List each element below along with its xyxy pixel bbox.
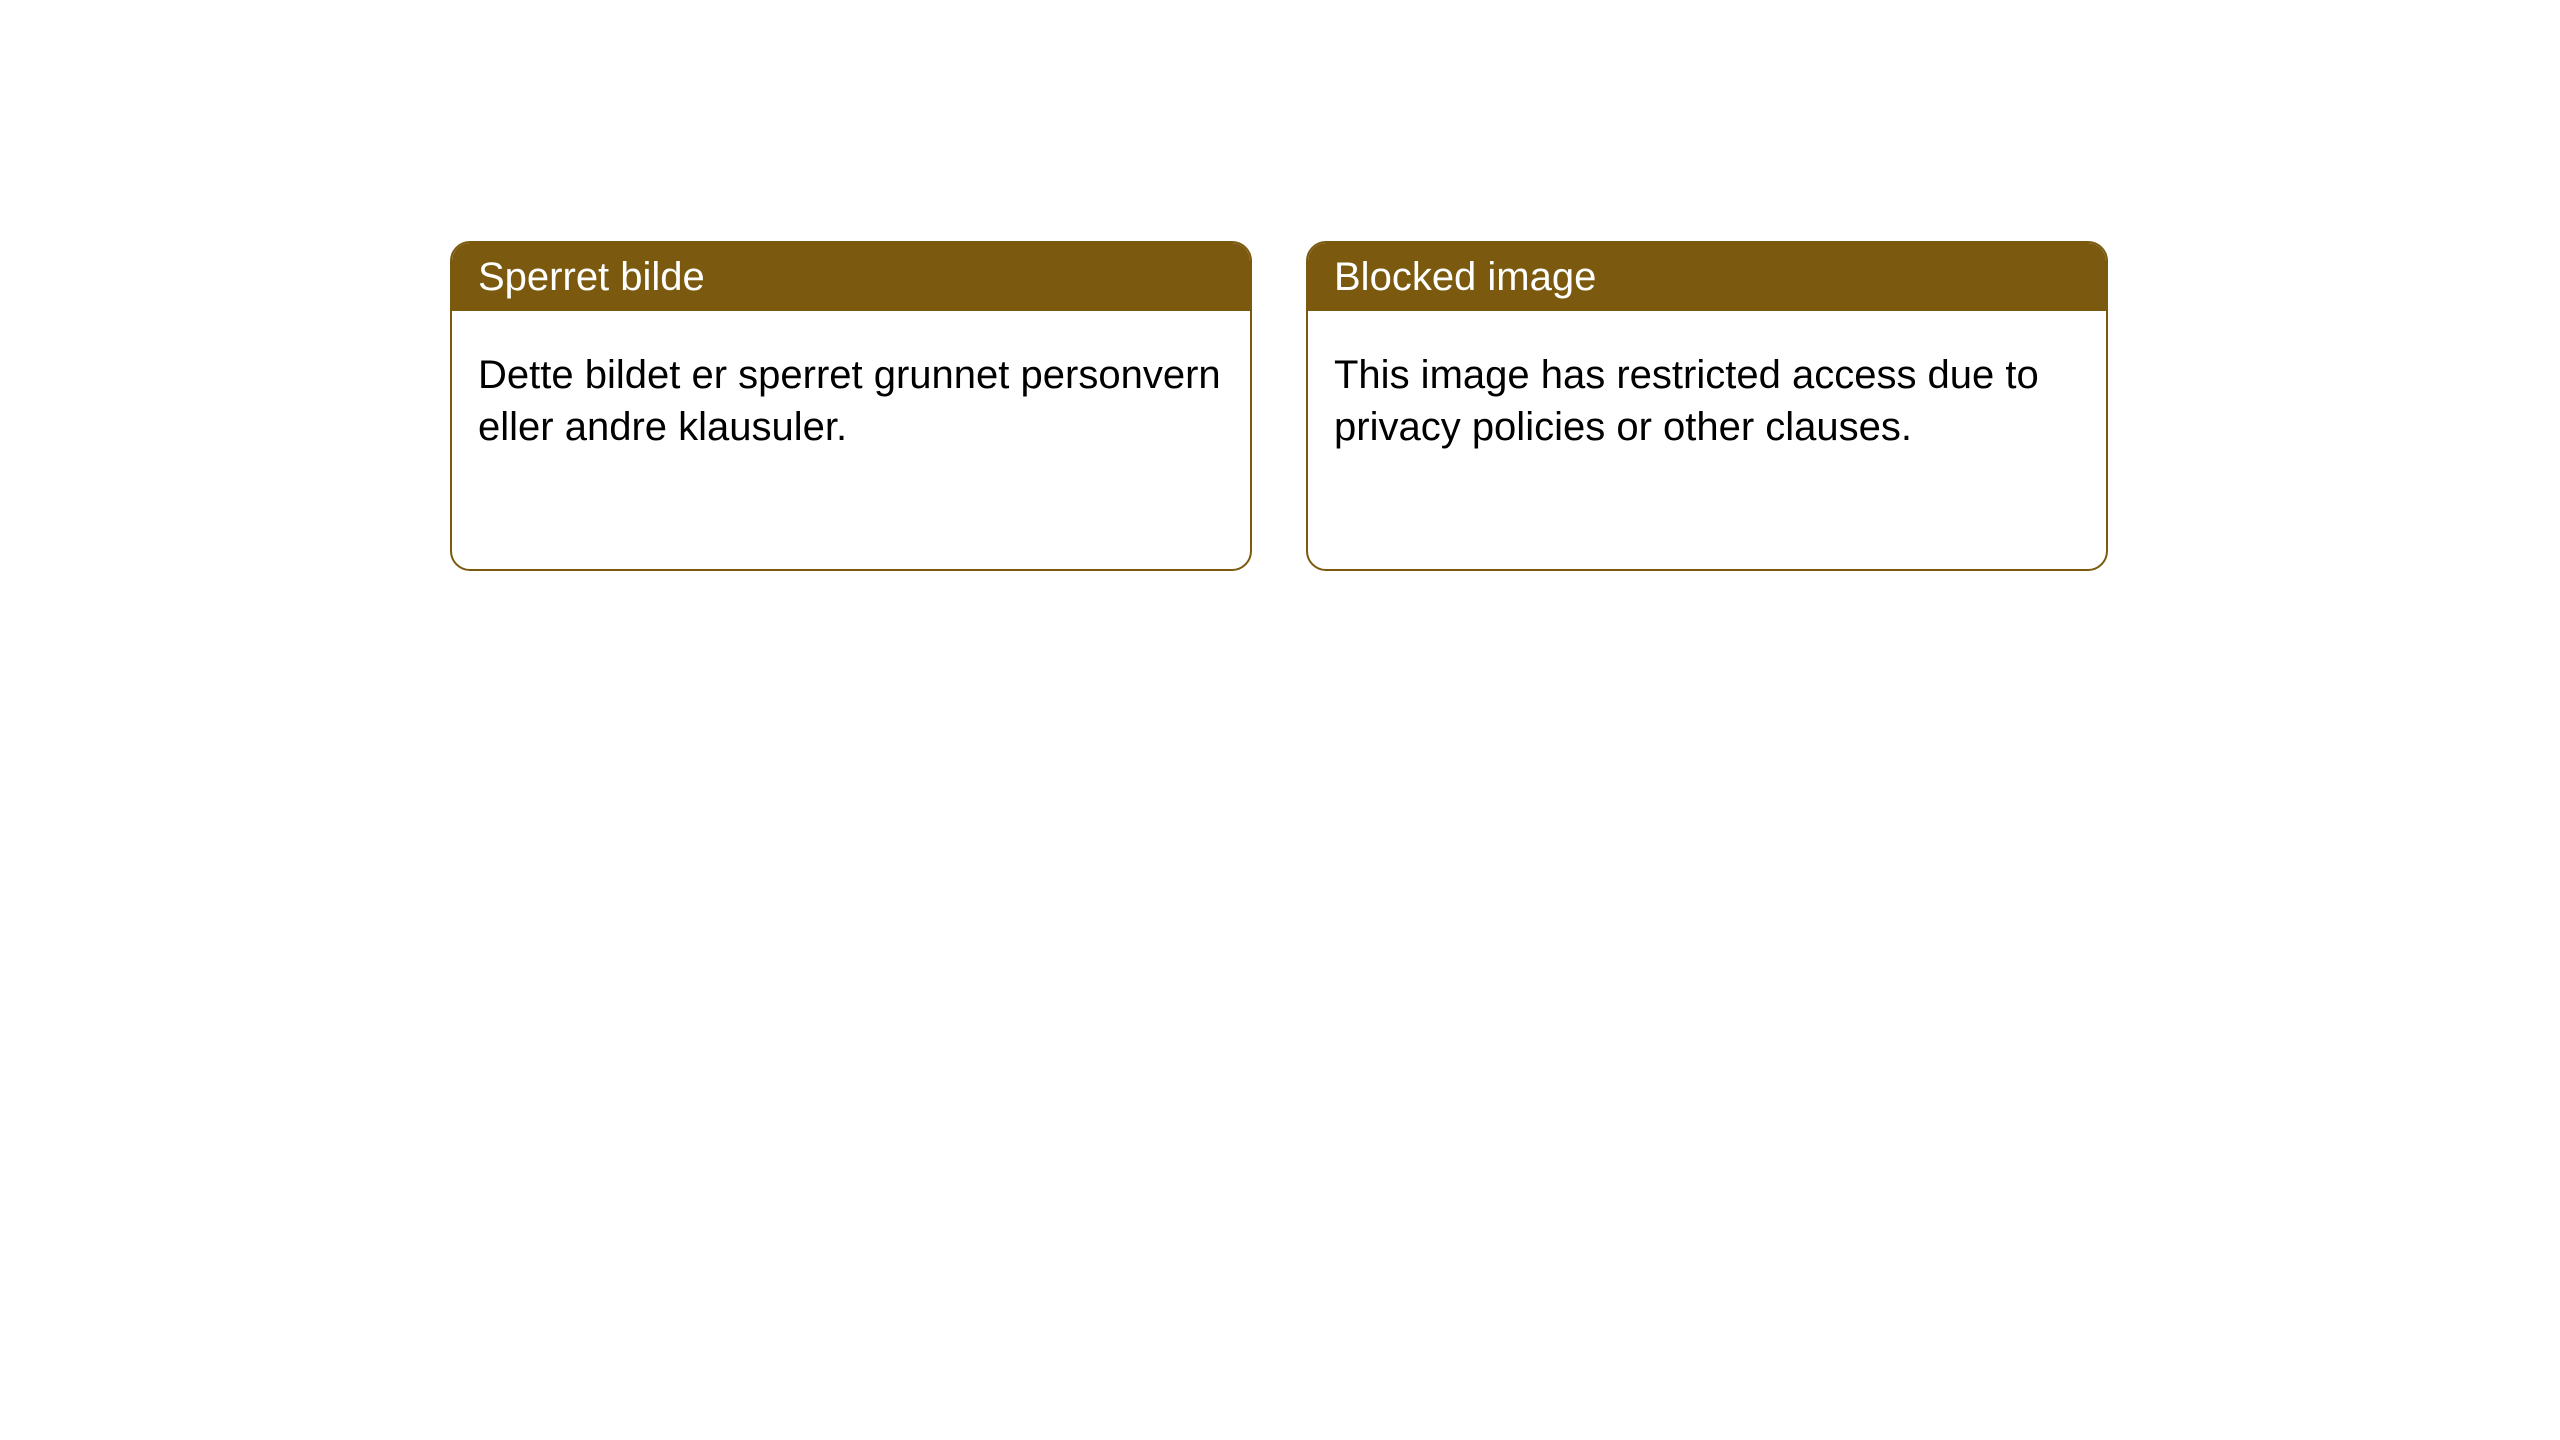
card-message: Dette bildet er sperret grunnet personve… — [478, 353, 1221, 449]
card-body: Dette bildet er sperret grunnet personve… — [452, 311, 1250, 491]
notice-card-english: Blocked image This image has restricted … — [1306, 241, 2108, 571]
card-message: This image has restricted access due to … — [1334, 353, 2039, 449]
card-title: Blocked image — [1334, 255, 1596, 299]
card-header: Blocked image — [1308, 243, 2106, 311]
notice-card-norwegian: Sperret bilde Dette bildet er sperret gr… — [450, 241, 1252, 571]
card-body: This image has restricted access due to … — [1308, 311, 2106, 491]
card-header: Sperret bilde — [452, 243, 1250, 311]
card-title: Sperret bilde — [478, 255, 705, 299]
notice-cards-container: Sperret bilde Dette bildet er sperret gr… — [450, 241, 2108, 571]
